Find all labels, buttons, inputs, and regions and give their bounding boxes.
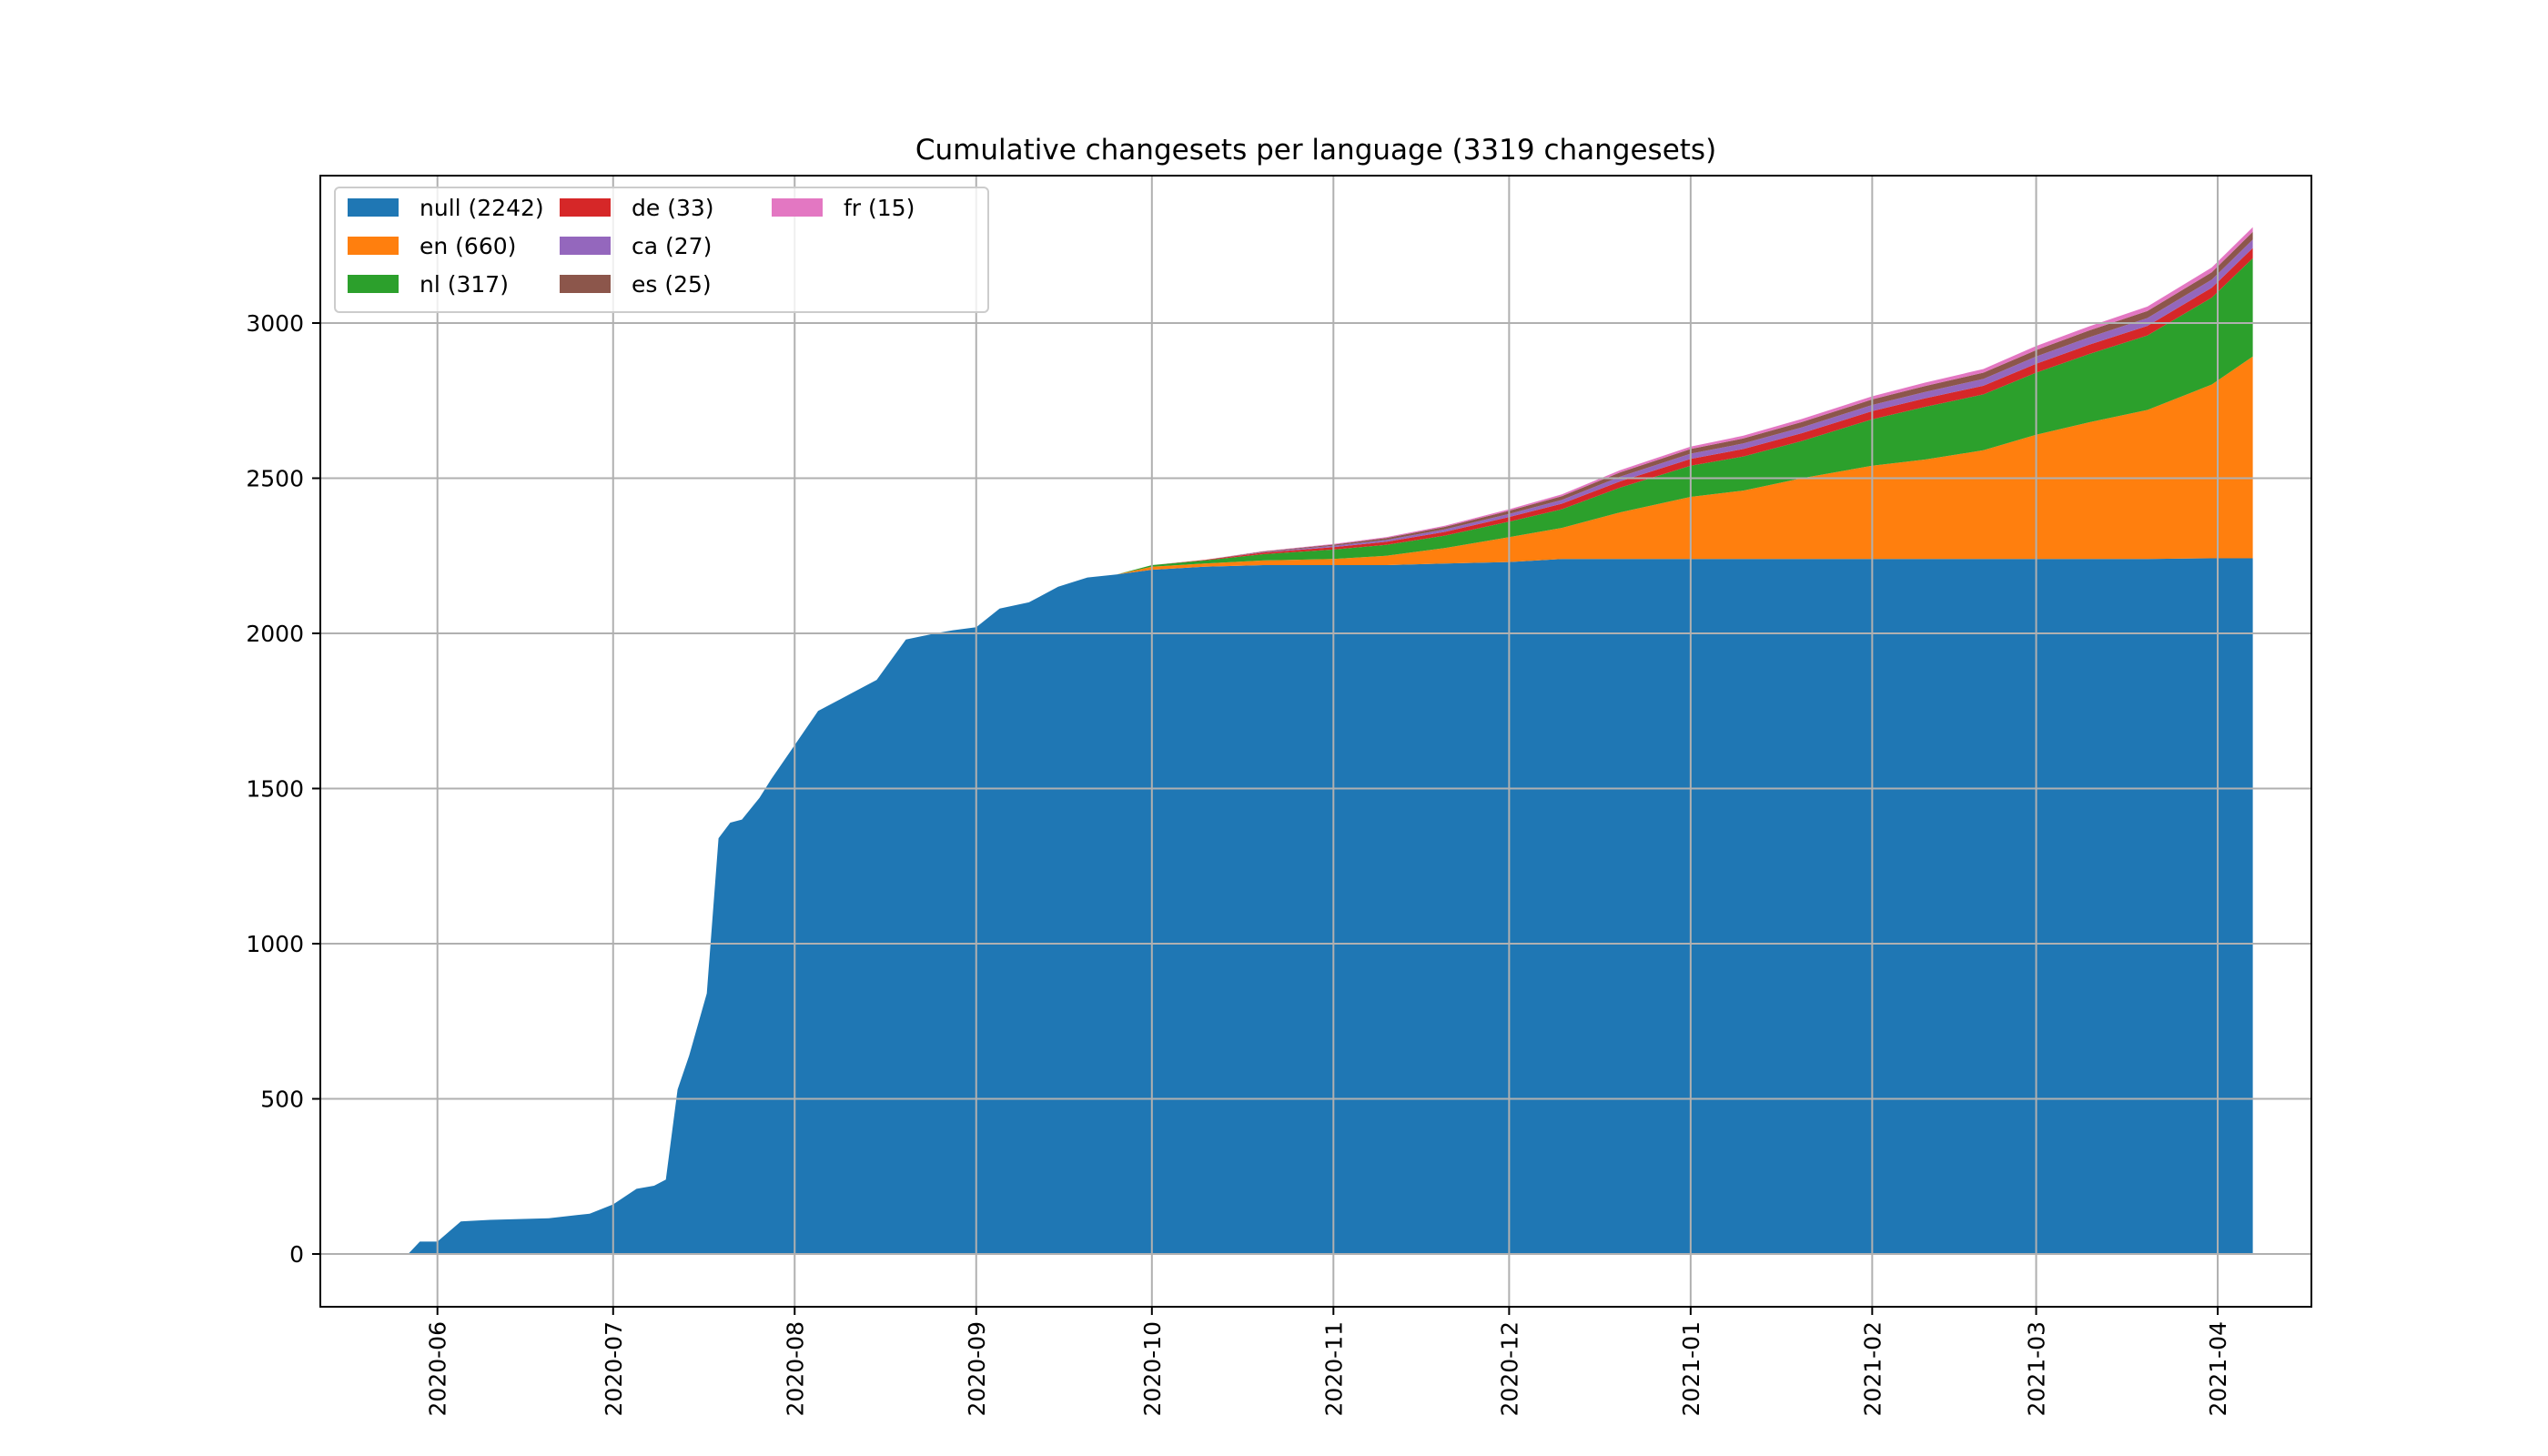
x-tick-label: 2020-09 — [964, 1321, 990, 1416]
y-axis: 0 500 1000 1500 2000 2500 3000 — [246, 310, 320, 1268]
x-tick-label: 2020-06 — [425, 1321, 451, 1416]
y-tick-label: 2000 — [246, 621, 304, 647]
legend-swatch — [348, 275, 399, 293]
x-tick-label: 2020-12 — [1496, 1321, 1522, 1416]
x-tick-label: 2021-01 — [1678, 1321, 1704, 1416]
x-tick-label: 2020-07 — [601, 1321, 627, 1416]
series-areas — [408, 227, 2253, 1255]
x-tick-label: 2020-11 — [1320, 1321, 1347, 1416]
y-tick-label: 3000 — [246, 310, 304, 337]
chart-title: Cumulative changesets per language (3319… — [915, 134, 1716, 167]
series-area-0 — [408, 558, 2253, 1254]
x-tick-label: 2020-10 — [1139, 1321, 1166, 1416]
x-tick-label: 2021-03 — [2024, 1321, 2050, 1416]
series-area-1 — [408, 356, 2253, 1254]
legend-swatch — [348, 237, 399, 255]
x-tick-label: 2021-02 — [1859, 1321, 1886, 1416]
legend-entry: null (2242) — [420, 195, 544, 221]
grid — [320, 176, 2311, 1307]
legend-swatch — [772, 198, 823, 217]
axes-frame — [319, 175, 2312, 1308]
legend-swatch — [348, 198, 399, 217]
legend-entry: ca (27) — [632, 233, 712, 259]
legend-entry: de (33) — [632, 195, 714, 221]
y-tick-label: 1500 — [246, 776, 304, 803]
legend-entry: nl (317) — [420, 271, 509, 298]
x-tick-label: 2021-04 — [2205, 1321, 2231, 1416]
legend-box — [334, 187, 989, 313]
y-tick-label: 2500 — [246, 465, 304, 491]
legend-swatch — [560, 237, 611, 255]
y-tick-label: 0 — [289, 1241, 304, 1268]
legend: null (2242) en (660) nl (317) de (33) ca (27… — [334, 187, 989, 313]
y-tick-label: 1000 — [246, 931, 304, 957]
legend-swatch — [560, 275, 611, 293]
legend-swatch — [560, 198, 611, 217]
legend-entry: es (25) — [632, 271, 712, 298]
y-tick-label: 500 — [260, 1087, 304, 1113]
legend-entry: fr (15) — [844, 195, 915, 221]
legend-entry: en (660) — [420, 233, 516, 259]
x-axis: 2020-06 2020-07 2020-08 2020-09 2020-10 2020-… — [425, 1307, 2231, 1416]
x-tick-label: 2020-08 — [782, 1321, 808, 1416]
